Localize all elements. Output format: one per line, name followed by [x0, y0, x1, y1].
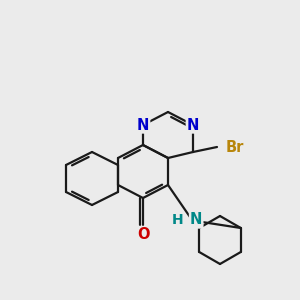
Text: Br: Br: [226, 140, 244, 154]
Text: N: N: [187, 118, 199, 133]
Text: H: H: [171, 213, 183, 227]
Text: N: N: [137, 118, 149, 133]
Text: N: N: [190, 212, 203, 227]
Text: O: O: [137, 227, 149, 242]
